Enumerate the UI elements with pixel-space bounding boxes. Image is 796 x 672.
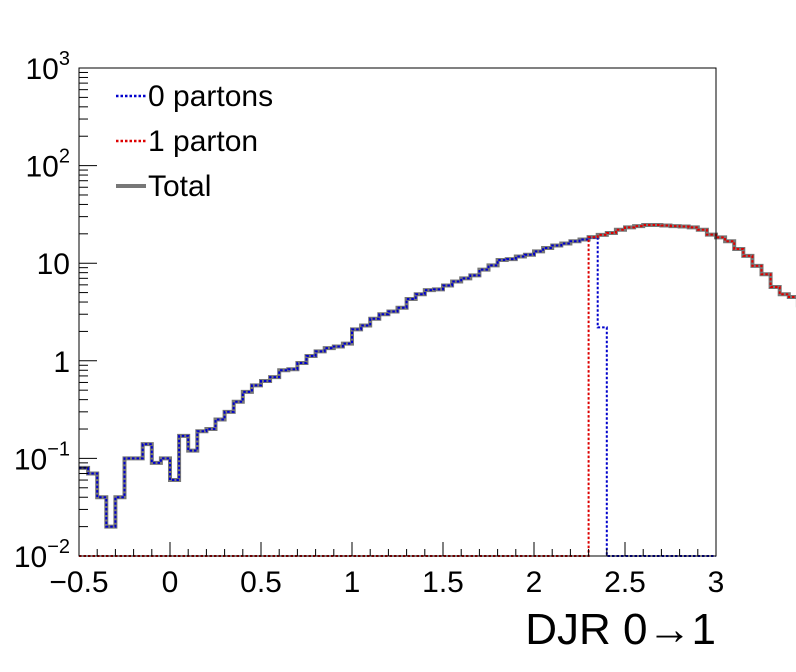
series-line bbox=[79, 236, 716, 557]
plot-frame bbox=[78, 67, 717, 557]
y-tick-label: 10 bbox=[37, 248, 70, 281]
x-tick-label: 2 bbox=[526, 566, 543, 599]
legend-label: 1 parton bbox=[148, 125, 258, 158]
x-tick-label: −0.5 bbox=[49, 566, 108, 599]
x-tick-label: 0 bbox=[162, 566, 179, 599]
x-axis-title: DJR 0→1 bbox=[525, 605, 716, 654]
y-tick-label: 10−1 bbox=[14, 438, 70, 476]
series-0-partons bbox=[79, 236, 716, 557]
x-tick-label: 1 bbox=[344, 566, 361, 599]
x-tick-label: 1.5 bbox=[422, 566, 464, 599]
x-tick-label: 0.5 bbox=[240, 566, 282, 599]
legend-label: 0 partons bbox=[148, 80, 273, 113]
y-tick-label: 102 bbox=[26, 146, 71, 184]
x-tick-label: 2.5 bbox=[604, 566, 646, 599]
legend: 0 partons 1 parton Total bbox=[116, 80, 273, 203]
axes-layer: −0.5 0 0.5 1 1.5 2 2.5 3 10−2 10−1 1 10 102 103 bbox=[14, 48, 725, 599]
y-tick-label: 103 bbox=[26, 48, 71, 86]
y-tick-label: 10−2 bbox=[14, 536, 70, 574]
y-tick-label: 1 bbox=[53, 346, 70, 379]
x-tick-label: 3 bbox=[708, 566, 725, 599]
legend-label: Total bbox=[148, 170, 211, 203]
